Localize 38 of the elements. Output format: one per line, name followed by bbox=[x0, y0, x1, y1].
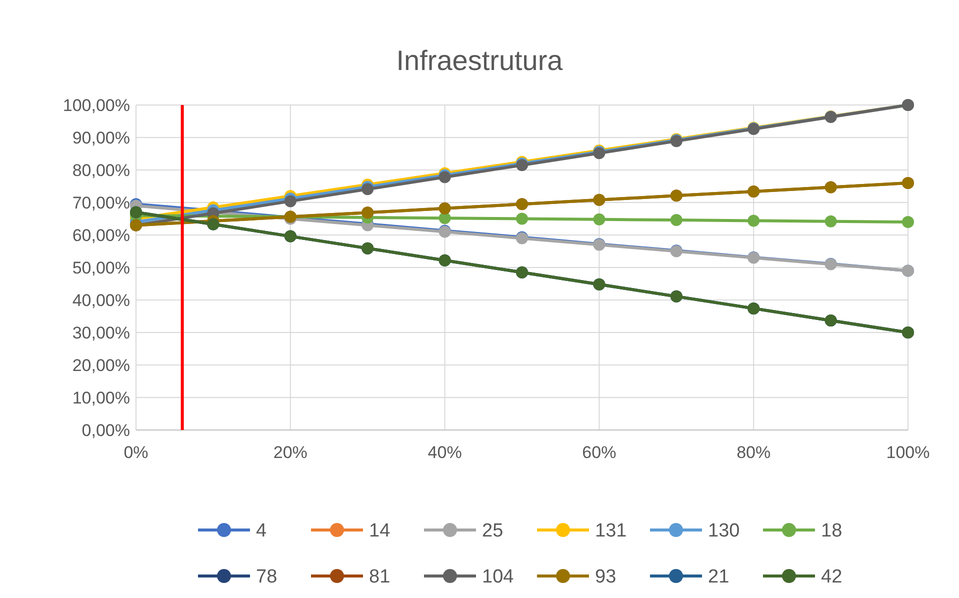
point bbox=[284, 195, 296, 208]
y-tick-label: 80,00% bbox=[72, 160, 130, 180]
y-tick-label: 60,00% bbox=[72, 226, 130, 245]
y-tick-label: 50,00% bbox=[72, 258, 130, 278]
x-tick-label: 60% bbox=[582, 443, 616, 462]
y-tick-label: 90,00% bbox=[72, 128, 130, 148]
legend-label: 42 bbox=[821, 566, 842, 588]
x-tick-label: 80% bbox=[736, 443, 771, 462]
x-tick-label: 100% bbox=[886, 443, 930, 462]
y-tick-label: 10,00% bbox=[72, 388, 130, 408]
y-tick-label: 70,00% bbox=[72, 193, 130, 212]
x-tick-label: 40% bbox=[428, 443, 462, 462]
chart-title: Infraestrutura bbox=[396, 45, 564, 76]
y-tick-label: 100,00% bbox=[62, 96, 130, 115]
legend-label: 78 bbox=[256, 566, 278, 588]
legend-label: 104 bbox=[482, 566, 514, 588]
point bbox=[824, 215, 837, 228]
legend-label: 14 bbox=[369, 520, 391, 542]
y-tick-label: 0,00% bbox=[82, 420, 130, 440]
legend-label: 21 bbox=[708, 566, 730, 588]
x-tick-label: 20% bbox=[273, 443, 308, 462]
point bbox=[670, 214, 682, 226]
y-tick-label: 30,00% bbox=[72, 323, 130, 342]
y-tick-label: 40,00% bbox=[72, 290, 130, 310]
point bbox=[516, 212, 528, 225]
legend-label: 25 bbox=[482, 520, 504, 542]
x-tick-label: 0% bbox=[124, 443, 148, 462]
point bbox=[362, 183, 374, 196]
y-tick-label: 20,00% bbox=[72, 356, 130, 375]
legend-label: 130 bbox=[708, 520, 740, 542]
legend-label: 4 bbox=[256, 520, 267, 542]
point bbox=[902, 216, 914, 228]
legend-label: 93 bbox=[595, 566, 616, 588]
point bbox=[593, 213, 606, 226]
legend-label: 131 bbox=[595, 520, 627, 542]
legend-label: 81 bbox=[369, 566, 390, 588]
point bbox=[748, 214, 760, 227]
legend-label: 18 bbox=[821, 520, 842, 542]
